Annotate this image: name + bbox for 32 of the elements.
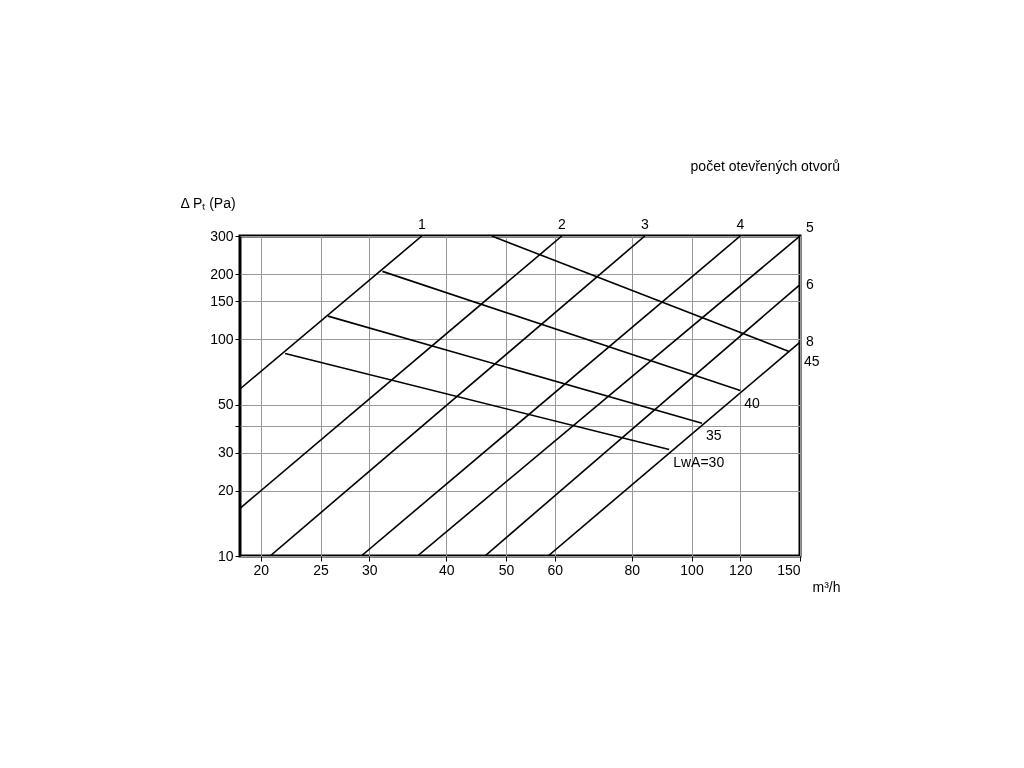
series-label: 6 [806, 275, 814, 292]
y-axis-title: Δ Pₜ (Pa) [180, 194, 236, 211]
text: počet otevřených otvorů [690, 158, 840, 174]
series-label: 8 [806, 333, 814, 350]
series-label: 45 [804, 353, 820, 370]
x-tick-label: 150 [777, 561, 801, 578]
x-tick-label: 120 [729, 561, 753, 578]
x-tick-label: 40 [439, 561, 455, 578]
x-tick-label: 25 [313, 561, 330, 578]
x-tick-label: 30 [362, 561, 378, 578]
y-tick-label: 200 [210, 265, 234, 282]
x-tick-label: 20 [253, 561, 270, 578]
y-tick-label: 10 [217, 547, 234, 564]
x-axis-title: m³/h [812, 578, 841, 595]
y-tick-label: 20 [217, 482, 234, 499]
x-tick-label: 100 [680, 561, 704, 578]
series-label: 4 [736, 216, 745, 232]
series-label: 5 [806, 219, 814, 235]
series-label: 3 [640, 216, 649, 232]
series-label: 2 [557, 216, 566, 232]
y-tick-label: 150 [210, 292, 234, 309]
x-tick-label: 80 [624, 561, 641, 578]
x-tick-label: 60 [547, 561, 564, 578]
series-label: 35 [706, 427, 722, 444]
y-tick-label: 50 [217, 396, 234, 413]
y-tick-label: 300 [210, 227, 234, 244]
y-tick-label: 30 [217, 444, 234, 461]
series-label: LwA=30 [673, 453, 725, 470]
series-label: 40 [744, 394, 761, 411]
series-label: 1 [417, 216, 426, 232]
x-tick-label: 50 [498, 561, 515, 578]
y-tick-label: 100 [210, 330, 234, 347]
